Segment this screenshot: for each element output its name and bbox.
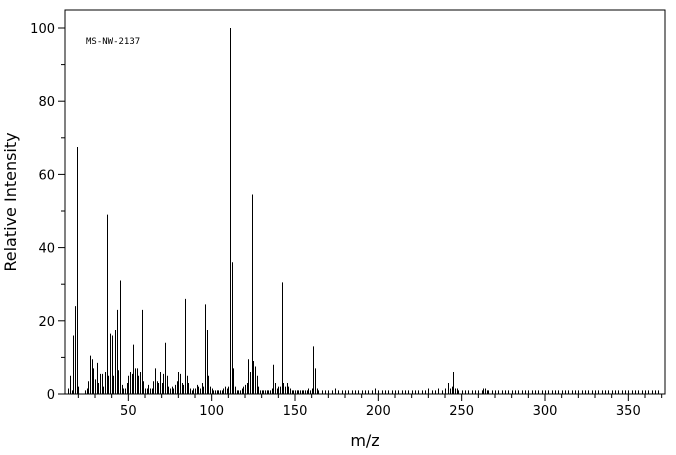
plot-frame: [64, 9, 666, 395]
x-tick-label-100: 100: [199, 404, 224, 419]
y-axis-label: Relative Intensity: [1, 132, 20, 271]
x-axis-label: m/z: [350, 431, 379, 450]
x-tick-label-300: 300: [533, 404, 558, 419]
y-tick-label-20: 20: [38, 315, 55, 330]
y-tick-label-80: 80: [38, 95, 55, 110]
x-tick-label-200: 200: [366, 404, 391, 419]
y-tick-label-60: 60: [38, 168, 55, 183]
y-tick-label-100: 100: [30, 22, 55, 37]
spectrum-bars: [68, 28, 659, 394]
x-axis-ticks: 50 100 150 200 250 300 350: [77, 394, 663, 419]
y-tick-label-0: 0: [47, 388, 55, 403]
y-tick-label-40: 40: [38, 242, 55, 257]
x-tick-label-250: 250: [449, 404, 474, 419]
spectrum-id-annotation: MS-NW-2137: [86, 37, 140, 47]
y-axis-ticks: 0 20 40 60 80 100: [30, 22, 65, 403]
x-tick-label-50: 50: [120, 404, 137, 419]
x-tick-label-350: 350: [616, 404, 641, 419]
x-tick-label-150: 150: [283, 404, 308, 419]
